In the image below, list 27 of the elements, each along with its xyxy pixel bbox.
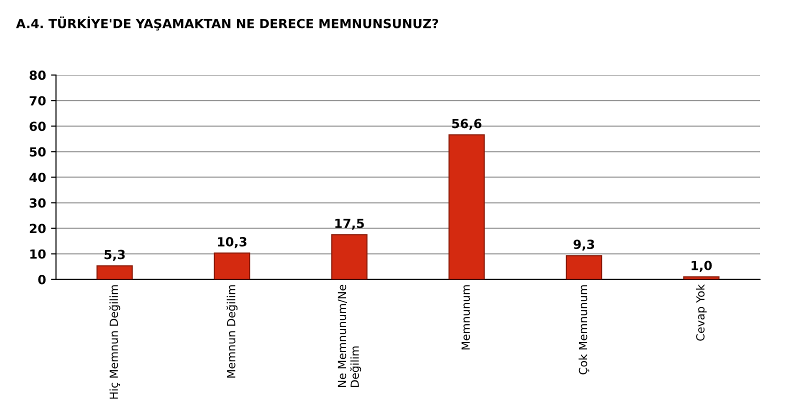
data-label: 17,5 — [335, 218, 364, 230]
x-tick-label: Çok Memnunum — [578, 285, 590, 374]
y-tick-label: 30 — [30, 198, 46, 208]
y-tick-label: 40 — [29, 172, 46, 182]
x-tick-label: Memnunum — [462, 285, 470, 350]
bar — [214, 252, 250, 280]
x-tick-label: Hiç Memnun Değilim — [109, 285, 120, 399]
y-tick-label: 10 — [30, 249, 46, 259]
data-label: 9,3 — [574, 240, 594, 251]
bar — [331, 234, 368, 280]
data-label: 10,3 — [218, 237, 246, 248]
bar — [448, 134, 485, 280]
y-tick-label: 50 — [30, 147, 46, 157]
data-label: 1,0 — [692, 260, 712, 272]
y-tick-label: 70 — [30, 96, 46, 106]
x-tick-label: Ne Memnunum/Ne Değilim — [338, 284, 362, 387]
data-label: 5,3 — [104, 250, 125, 261]
y-tick-label: 60 — [30, 122, 46, 132]
bar — [96, 265, 133, 280]
x-tick-label: Cevap Yok — [696, 284, 707, 341]
chart-title: A.4. TÜRKİYE'DE YAŞAMAKTAN NE DERECE MEMNUNSUNUZ? — [16, 16, 438, 31]
y-tick-label: 80 — [30, 70, 46, 80]
bar — [566, 255, 602, 280]
y-tick-label: 20 — [30, 224, 46, 234]
x-tick-label: Memnun Değilim — [226, 285, 238, 378]
y-tick-label: 0 — [38, 274, 46, 284]
data-label: 56,6 — [452, 118, 482, 130]
